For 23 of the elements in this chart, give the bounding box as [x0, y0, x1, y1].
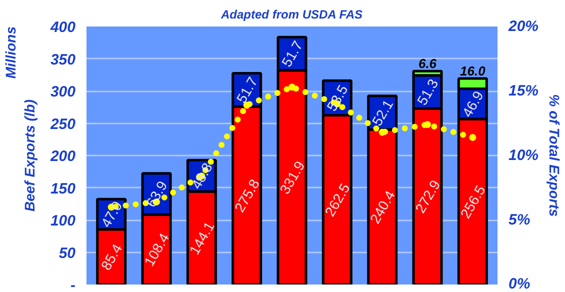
y2-tick-label: 0%	[508, 276, 530, 292]
y-axis-title: Beef Exports (lb)	[21, 99, 38, 212]
y2-axis-title: % of Total Exports	[546, 94, 563, 217]
y-tick-label: -	[70, 277, 76, 292]
y2-tick-label: 15%	[508, 82, 539, 100]
y-tick-label: 50	[58, 244, 76, 262]
data-label: 16.0	[460, 63, 486, 78]
y-tick-label: 100	[50, 212, 76, 230]
text: Millions	[2, 26, 18, 79]
y-tick-label: 250	[49, 116, 76, 133]
y-tick-label: 400	[49, 19, 76, 36]
point	[469, 134, 476, 141]
y2-tick-label: 20%	[508, 18, 539, 35]
data-label: 6.6	[418, 56, 438, 72]
y-tick-label: 350	[50, 51, 76, 68]
y-tick-label: 150	[50, 180, 76, 198]
point	[378, 128, 386, 136]
y-tick-label: 300	[50, 84, 76, 100]
chart-title: Adapted from USDA FAS	[220, 8, 363, 22]
point	[288, 84, 296, 91]
y-tick-label: 200	[49, 148, 76, 165]
y2-tick-label: 10%	[508, 147, 539, 164]
y2-tick-label: 5%	[508, 212, 530, 228]
